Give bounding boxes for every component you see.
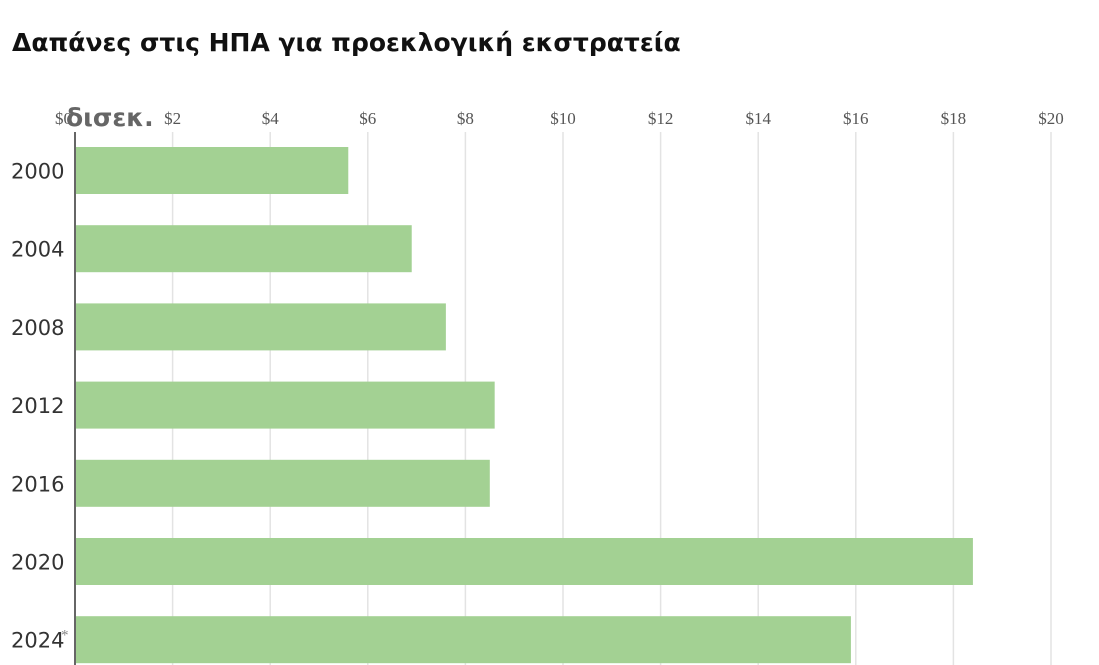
category-label: 2004 (11, 238, 64, 262)
category-label: 2020 (11, 551, 64, 575)
x-tick-label: $2 (164, 109, 181, 128)
category-label: 2016 (11, 472, 64, 496)
bar-2012 (76, 381, 495, 429)
x-tick-label: $12 (648, 109, 674, 128)
x-tick-label: $0 (55, 109, 72, 128)
bars (76, 147, 973, 664)
x-tick-label: $10 (550, 109, 576, 128)
x-tick-label: $16 (843, 109, 869, 128)
x-tick-label: $20 (1038, 109, 1064, 128)
category-label: 2008 (11, 316, 64, 340)
category-label: 2000 (11, 160, 64, 184)
x-tick-label: $6 (359, 109, 376, 128)
bar-2024 (76, 616, 851, 664)
bar-2016 (76, 459, 490, 507)
bar-2020 (76, 538, 973, 585)
bar-2008 (76, 303, 446, 351)
bar-2004 (76, 225, 412, 273)
category-label: 2012 (11, 394, 64, 418)
chart-title: Δαπάνες στις ΗΠΑ για προεκλογική εκστρατ… (12, 28, 681, 57)
x-tick-label: $4 (262, 109, 280, 128)
bar-2000 (76, 147, 349, 194)
category-note: * (61, 628, 69, 644)
labels: $0 $2 $4 $6 $8 $10 $12 $14 $16 $18 $20 δισεκ. 2000 20… (11, 103, 1064, 653)
unit-label: δισεκ. (66, 103, 154, 132)
category-label: 2024 (11, 629, 64, 653)
x-tick-label: $8 (457, 109, 474, 128)
x-tick-label: $18 (941, 109, 967, 128)
x-tick-label: $14 (745, 109, 771, 128)
